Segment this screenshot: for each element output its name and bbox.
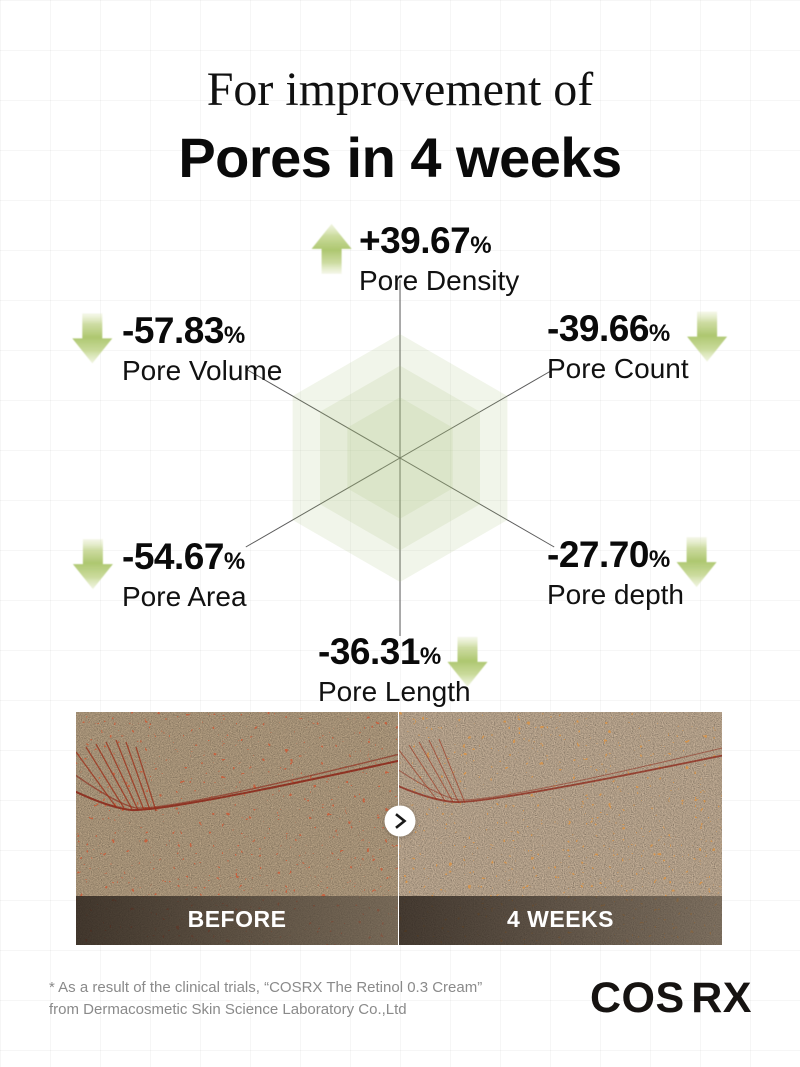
svg-text:COSRX: COS RX bbox=[590, 975, 752, 1022]
